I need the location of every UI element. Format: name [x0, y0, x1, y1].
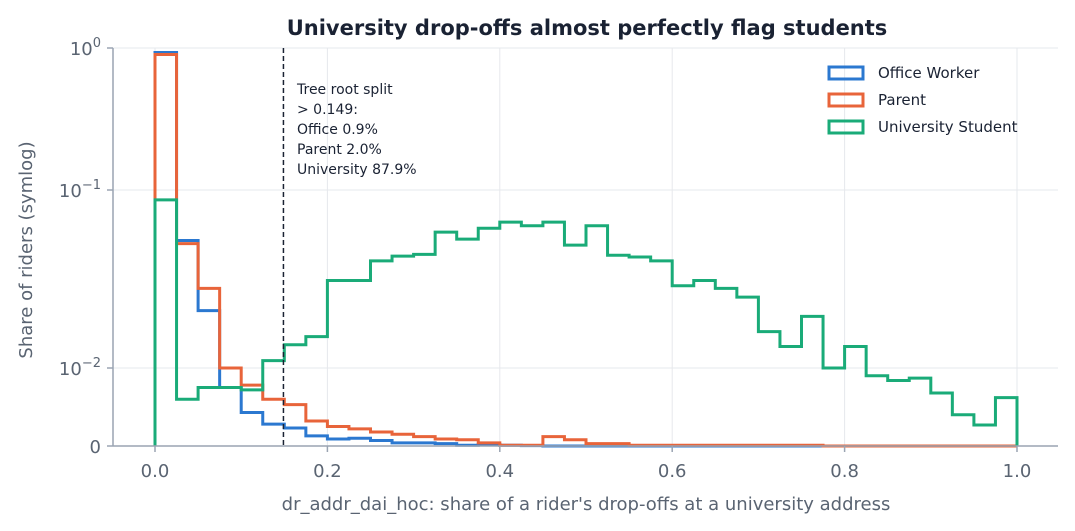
series-university-student: [153, 198, 1019, 446]
axes: [112, 48, 1058, 447]
legend-swatch: [827, 92, 865, 108]
legend-label: University Student: [878, 118, 1018, 136]
series-layer: [153, 50, 1019, 448]
y-tick-labels: 0 10−2 10−1 100: [59, 36, 113, 458]
y-axis-label: Share of riders (symlog): [16, 141, 37, 358]
legend: Office Worker Parent University Student: [827, 64, 1018, 136]
x-tick-labels: 0.0 0.2 0.4 0.6 0.8 1.0: [141, 446, 1032, 482]
legend-label: Parent: [878, 91, 926, 109]
x-tick-label: 1.0: [1003, 461, 1032, 482]
legend-swatch: [827, 119, 865, 135]
legend-label: Office Worker: [878, 64, 980, 82]
x-tick-label: 0.2: [313, 461, 342, 482]
legend-swatch: [827, 65, 865, 81]
series-office-worker: [153, 50, 1017, 448]
y-tick-label: 100: [70, 36, 101, 60]
x-tick-label: 0.0: [141, 461, 170, 482]
x-axis-label: dr_addr_dai_hoc: share of a rider's drop…: [282, 494, 891, 515]
x-tick-label: 0.4: [485, 461, 514, 482]
x-tick-label: 0.8: [830, 461, 859, 482]
y-tick-label: 0: [90, 437, 101, 458]
threshold-annotation: Tree root split > 0.149: Office 0.9% Parent…: [296, 82, 417, 178]
x-tick-label: 0.6: [658, 461, 687, 482]
chart-title: University drop-offs almost perfectly fl…: [287, 16, 888, 40]
y-tick-label: 10−2: [59, 356, 101, 380]
y-tick-label: 10−1: [59, 178, 101, 202]
series-parent: [153, 52, 1017, 448]
